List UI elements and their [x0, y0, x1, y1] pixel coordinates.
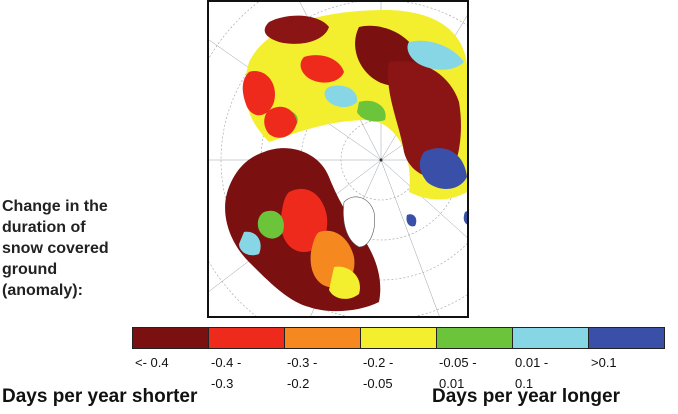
- legend-label: <- 0.4: [135, 352, 169, 373]
- legend-swatch: [513, 328, 589, 348]
- legend-label: 0.01 - 0.1: [515, 352, 548, 394]
- legend-label-line: -0.3 -: [287, 355, 318, 370]
- legend-label-line: <- 0.4: [135, 355, 169, 370]
- legend-caption: Change in the duration of snow covered g…: [2, 196, 152, 301]
- legend-label-line: >0.1: [591, 355, 617, 370]
- legend-label: -0.4 - -0.3: [211, 352, 241, 394]
- color-legend: [132, 327, 665, 349]
- legend-label-line: -0.05 -: [439, 355, 477, 370]
- legend-swatch: [133, 328, 209, 348]
- footer-shorter: Days per year shorter: [2, 386, 198, 407]
- legend-label-line: -0.4 -: [211, 355, 242, 370]
- legend-label-line: -0.2 -: [363, 355, 394, 370]
- legend-label: -0.2 - -0.05: [363, 352, 393, 394]
- legend-label-line: -0.05: [363, 376, 393, 391]
- legend-swatch: [589, 328, 664, 348]
- legend-label: -0.05 - 0.01: [439, 352, 477, 394]
- legend-label-line: 0.01: [439, 376, 465, 391]
- legend-label: >0.1: [591, 352, 617, 373]
- footer-longer: Days per year longer: [432, 386, 620, 407]
- caption-line: duration of: [2, 219, 86, 236]
- legend-label-line: -0.2: [287, 376, 310, 391]
- legend-label-line: 0.01 -: [515, 355, 549, 370]
- land-greenland: [343, 196, 375, 248]
- legend-label-line: 0.1: [515, 376, 534, 391]
- legend-swatch: [285, 328, 361, 348]
- legend-label-line: -0.3: [211, 376, 234, 391]
- legend-swatch: [361, 328, 437, 348]
- caption-line: ground: [2, 261, 58, 278]
- legend-swatch: [209, 328, 285, 348]
- snow-anomaly-map: [207, 0, 469, 318]
- legend-swatch: [437, 328, 513, 348]
- legend-label: -0.3 - -0.2: [287, 352, 317, 394]
- caption-line: snow covered: [2, 240, 109, 257]
- caption-line: (anomaly):: [2, 282, 83, 299]
- caption-line: Change in the: [2, 198, 108, 215]
